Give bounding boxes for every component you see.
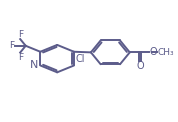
- Text: N: N: [30, 60, 38, 70]
- Text: F: F: [10, 41, 15, 50]
- Text: O: O: [150, 47, 157, 57]
- Text: Cl: Cl: [75, 54, 85, 64]
- Text: O: O: [136, 61, 144, 71]
- Text: CH₃: CH₃: [158, 48, 174, 57]
- Text: F: F: [18, 30, 23, 39]
- Text: F: F: [18, 52, 23, 61]
